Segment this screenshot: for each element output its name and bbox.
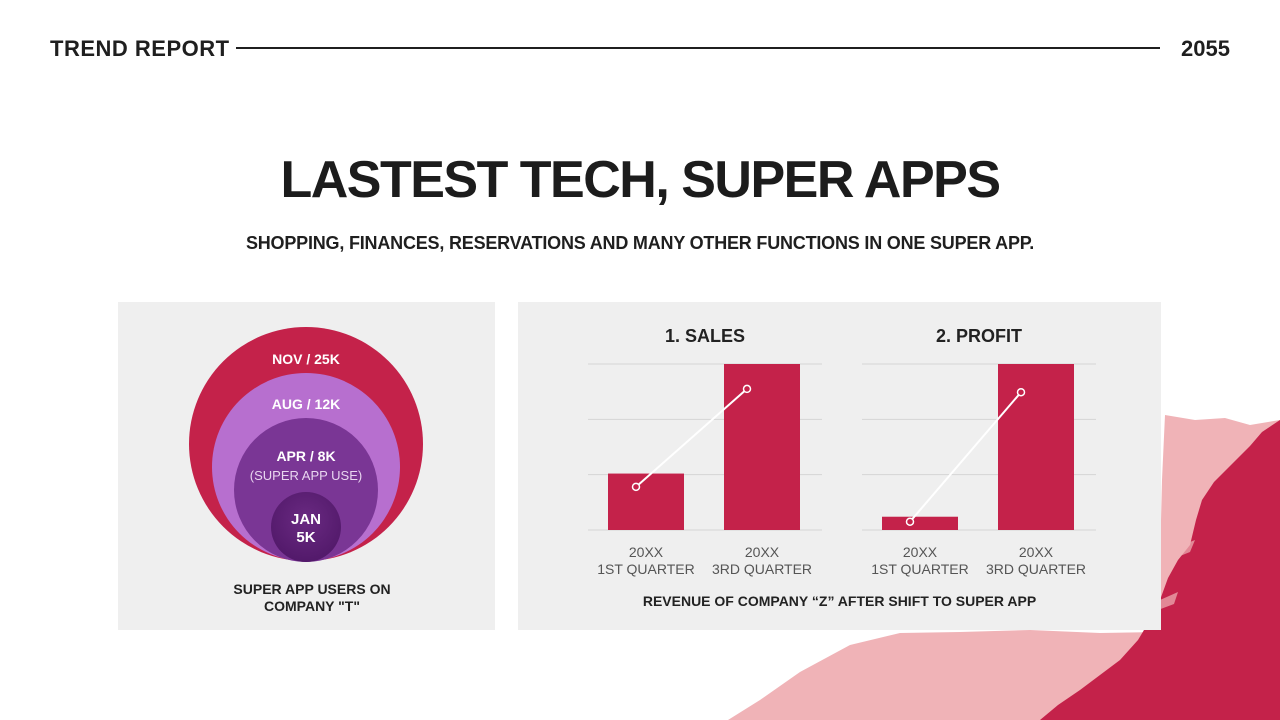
users-caption-line2: COMPANY "T" xyxy=(264,598,360,614)
page-title: LASTEST TECH, SUPER APPS xyxy=(280,151,1001,209)
sales-bar-2 xyxy=(724,364,800,530)
sales-bar-1 xyxy=(608,473,684,530)
report-year: 2055 xyxy=(1181,36,1230,61)
profit-chart-title: 2. PROFIT xyxy=(936,326,1022,346)
profit-trend-point-1 xyxy=(905,517,915,526)
crimson-brush-stroke xyxy=(1040,420,1280,720)
profit-tick-label: 20XX xyxy=(1019,544,1054,560)
sales-trend-point-2 xyxy=(742,384,752,394)
sales-tick-label: 3RD QUARTER xyxy=(712,561,812,577)
profit-bar-1 xyxy=(882,516,958,530)
report-header: TREND REPORT 2055 xyxy=(50,34,1230,64)
profit-tick-label: 20XX xyxy=(903,544,938,560)
revenue-caption: REVENUE OF COMPANY “Z” AFTER SHIFT TO SU… xyxy=(642,593,1037,609)
profit-tick-label: 3RD QUARTER xyxy=(986,561,1086,577)
users-circle-chart xyxy=(189,327,423,562)
users-panel: NOV / 25K AUG / 12K APR / 8K (SUPER APP … xyxy=(118,302,495,630)
circle-jan xyxy=(271,492,341,562)
label-jan: JAN xyxy=(290,511,321,528)
sales-trend-line xyxy=(635,388,748,488)
profit-bar-2 xyxy=(998,364,1074,530)
label-jan-value: 5K xyxy=(296,529,316,546)
sales-tick-label: 20XX xyxy=(629,544,664,560)
revenue-panel: 1. SALES 20XX 1ST QUARTER 20XX 3RD QUARTER 2.… xyxy=(518,302,1161,630)
sales-tick-label: 1ST QUARTER xyxy=(597,561,695,577)
report-brand: TREND REPORT xyxy=(50,36,230,61)
profit-trend-point-2 xyxy=(1016,387,1026,397)
page-subtitle: SHOPPING, FINANCES, RESERVATIONS AND MAN… xyxy=(245,233,1035,253)
profit-tick-label: 1ST QUARTER xyxy=(871,561,969,577)
header-divider xyxy=(236,47,1160,49)
label-apr-note: (SUPER APP USE) xyxy=(249,468,363,483)
label-aug: AUG / 12K xyxy=(271,396,341,412)
brush-speck xyxy=(1158,592,1178,610)
sales-trend-point-1 xyxy=(631,482,641,492)
label-nov: NOV / 25K xyxy=(272,351,340,367)
brush-speck xyxy=(1170,540,1195,560)
sales-tick-label: 20XX xyxy=(745,544,780,560)
label-apr: APR / 8K xyxy=(276,448,336,464)
circle-apr xyxy=(234,418,378,562)
users-caption-line1: SUPER APP USERS ON xyxy=(233,581,391,597)
profit-trend-line xyxy=(909,391,1022,523)
sales-chart-title: 1. SALES xyxy=(665,326,745,346)
